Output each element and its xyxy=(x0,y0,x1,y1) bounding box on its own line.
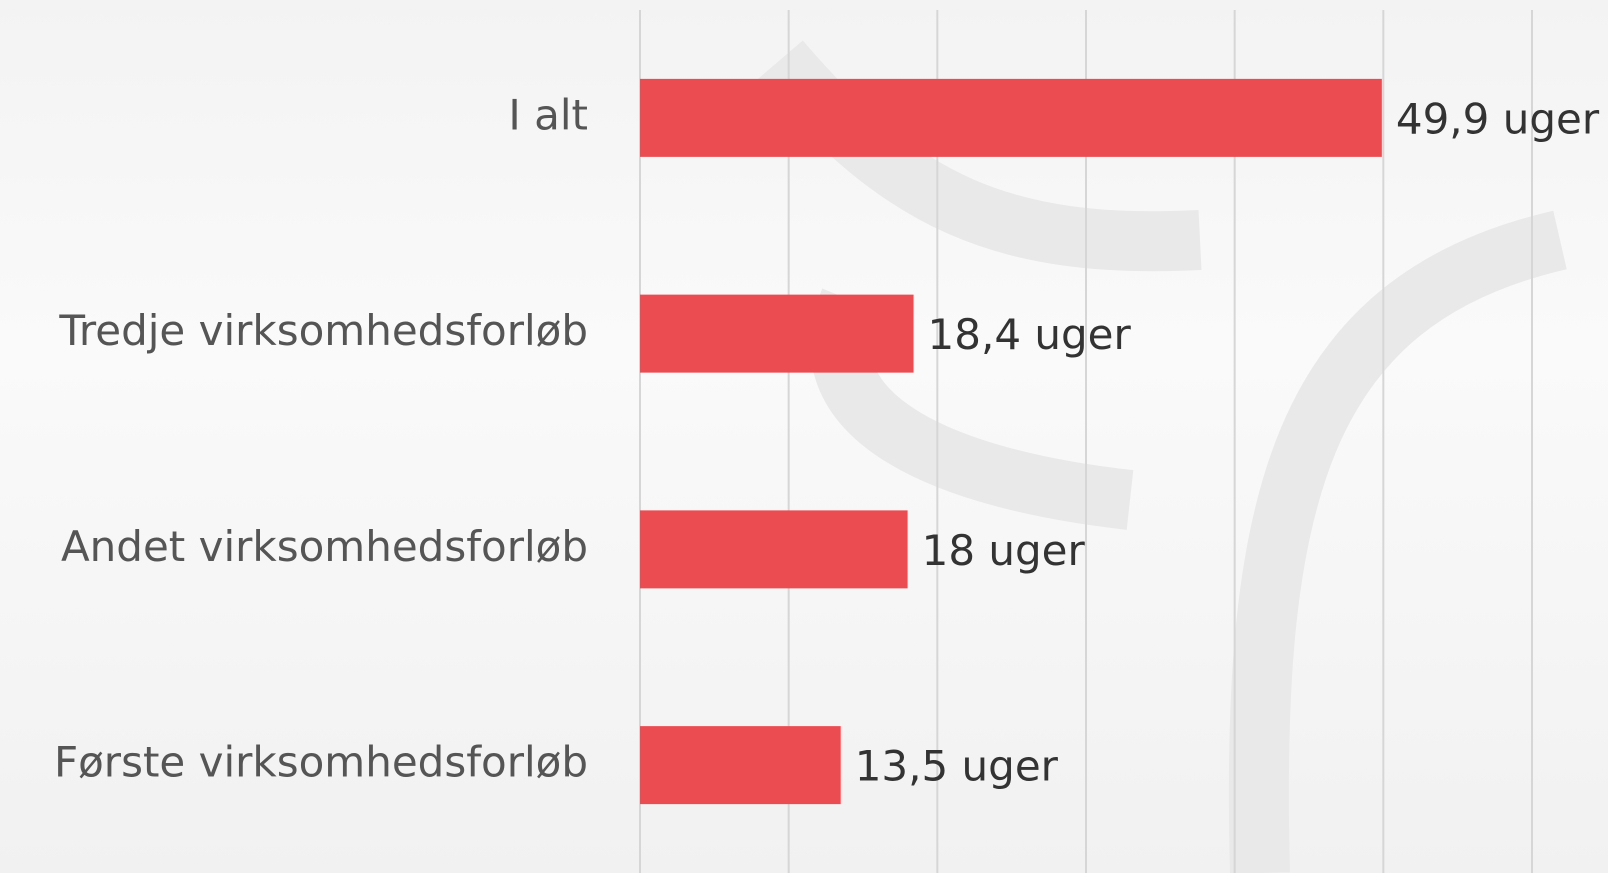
y-tick-label: Tredje virksomhedsforløb xyxy=(58,306,588,355)
data-label: 18,4 uger xyxy=(928,310,1132,359)
y-tick-label: Første virksomhedsforløb xyxy=(54,738,588,787)
bar xyxy=(640,294,914,373)
data-label: 13,5 uger xyxy=(855,742,1059,791)
data-label: 18 uger xyxy=(922,526,1086,575)
y-tick-label: I alt xyxy=(508,90,588,139)
bar xyxy=(640,726,841,805)
bar xyxy=(640,78,1382,157)
data-label: 49,9 uger xyxy=(1396,94,1600,143)
bar xyxy=(640,510,908,589)
y-tick-label: Andet virksomhedsforløb xyxy=(61,522,588,571)
